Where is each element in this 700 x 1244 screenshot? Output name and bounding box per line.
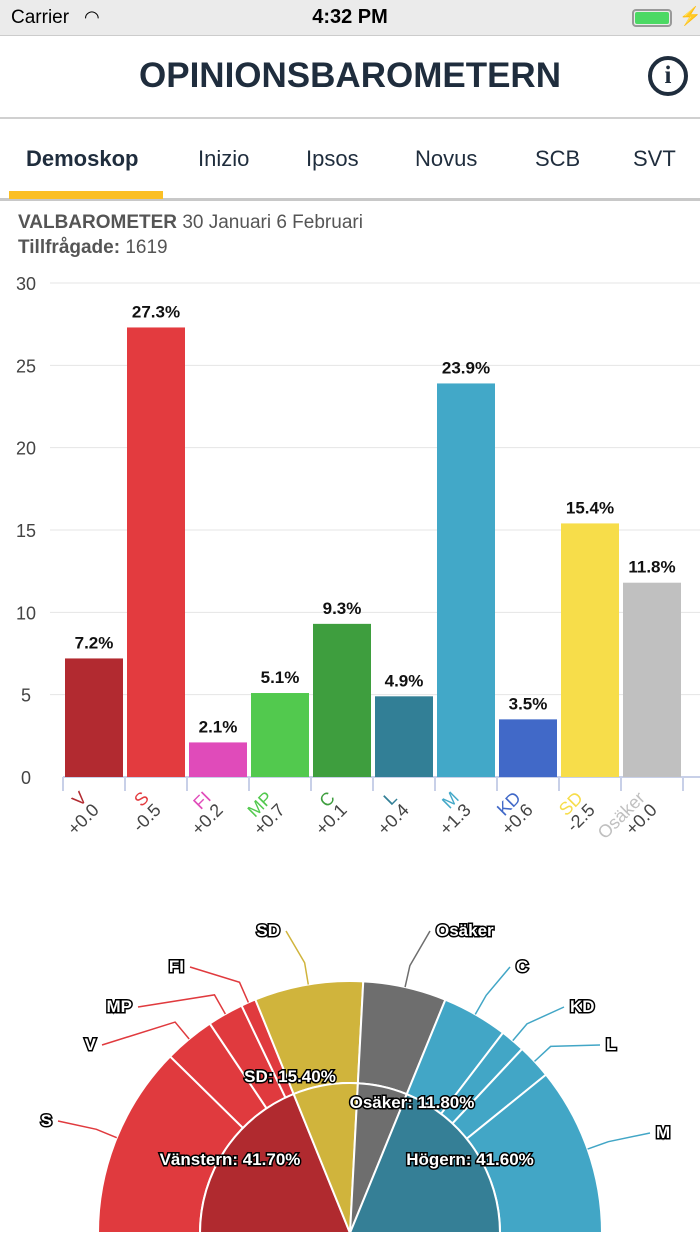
y-tick-label: 25: [16, 356, 36, 376]
inner-slice: [198, 1092, 352, 1234]
inner-slice-label: Vänstern: 41.70%: [160, 1150, 301, 1169]
battery-icon: [632, 9, 672, 27]
bar-KD: [499, 719, 557, 777]
respondents-label: Tillfrågade:: [18, 237, 121, 258]
poll-name: VALBAROMETER: [18, 212, 178, 233]
inner-slice-label: Osäker: 11.80%: [350, 1093, 475, 1112]
info-icon[interactable]: i: [648, 56, 688, 96]
slice-label: L: [606, 1035, 616, 1054]
tab-demoskop[interactable]: Demoskop: [26, 146, 139, 171]
data-label: 15.4%: [566, 498, 614, 517]
leader-line: [57, 1120, 118, 1139]
y-tick-label: 0: [21, 768, 31, 788]
y-tick-label: 5: [21, 686, 31, 706]
bar-V: [65, 658, 123, 777]
respondents-value: 1619: [125, 237, 168, 258]
tab-svt[interactable]: SVT: [633, 146, 676, 171]
slice-label: V: [85, 1035, 97, 1054]
inner-slice-label: SD: 15.40%: [244, 1067, 336, 1086]
bar-chart: 0510152025307.2%V+0.027.3%S-0.52.1%FI+0.…: [16, 274, 700, 843]
data-label: 5.1%: [261, 668, 300, 687]
leader-line: [404, 930, 431, 988]
data-label: 3.5%: [509, 694, 548, 713]
slice-label: Osäker: [436, 921, 494, 940]
active-tab-indicator: [9, 191, 163, 199]
bar-MP: [251, 693, 309, 777]
inner-slice-label: Högern: 41.60%: [406, 1150, 534, 1169]
slice-label: KD: [570, 997, 595, 1016]
tab-bar: Demoskop Inizio Ipsos Novus SCB SVT: [0, 120, 700, 201]
bar-L: [375, 696, 433, 777]
data-label: 9.3%: [323, 599, 362, 618]
y-tick-label: 30: [16, 274, 36, 294]
carrier: Carrier: [11, 7, 70, 28]
leader-line: [285, 930, 310, 985]
slice-label: SD: [256, 921, 280, 940]
leader-line: [512, 1006, 565, 1042]
data-label: 27.3%: [132, 302, 180, 321]
y-tick-label: 10: [16, 603, 36, 623]
data-label: 7.2%: [75, 633, 114, 652]
bar-SD: [561, 523, 619, 777]
y-tick-label: 15: [16, 521, 36, 541]
tab-novus[interactable]: Novus: [415, 146, 478, 171]
bar-S: [127, 327, 185, 777]
slice-label: S: [41, 1111, 52, 1130]
slice-label: MP: [107, 997, 133, 1016]
leader-line: [587, 1132, 651, 1150]
tab-scb[interactable]: SCB: [535, 146, 581, 171]
poll-respondents: Tillfrågade: 1619: [18, 237, 168, 259]
bar-Osäker: [623, 582, 681, 777]
poll-title: VALBAROMETER 30 Januari 6 Februari: [18, 212, 363, 234]
slice-label: FI: [169, 957, 184, 976]
clock: 4:32 PM: [312, 6, 388, 28]
data-label: 4.9%: [385, 671, 424, 690]
data-label: 23.9%: [442, 358, 490, 377]
tab-ipsos[interactable]: Ipsos: [306, 146, 359, 171]
bar-C: [313, 623, 371, 777]
poll-dates: 30 Januari 6 Februari: [182, 212, 363, 233]
data-label: 2.1%: [199, 717, 238, 736]
y-tick-label: 20: [16, 439, 36, 459]
data-label: 11.8%: [628, 558, 675, 577]
leader-line: [534, 1044, 601, 1062]
charging-icon: ⚡: [679, 6, 700, 26]
leader-line: [101, 1021, 190, 1046]
status-bar: Carrier ◠ 4:32 PM ⚡: [0, 0, 700, 36]
leader-line: [189, 966, 250, 1003]
leader-line: [137, 994, 226, 1015]
app-header: OPINIONSBAROMETERN i: [0, 36, 700, 119]
page-title: OPINIONSBAROMETERN: [139, 56, 561, 95]
bar-FI: [189, 742, 247, 777]
bar-M: [437, 383, 495, 777]
slice-label: C: [516, 957, 528, 976]
inner-slice: [348, 1092, 502, 1234]
leader-line: [474, 966, 511, 1015]
wifi-icon: ◠: [84, 7, 100, 27]
slice-label: M: [656, 1123, 670, 1142]
tab-inizio[interactable]: Inizio: [198, 146, 250, 171]
